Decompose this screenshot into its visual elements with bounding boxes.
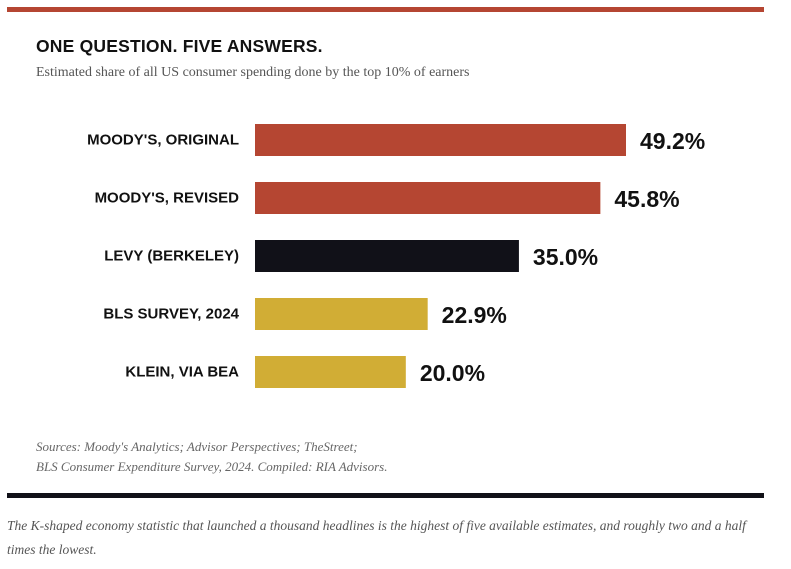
sources-line-1: Sources: Moody's Analytics; Advisor Pers… [36,439,358,454]
value-label: 45.8% [614,186,679,212]
bar [255,240,519,272]
article-caption: The K-shaped economy statistic that laun… [7,518,746,557]
bar [255,356,406,388]
chart-subtitle: Estimated share of all US consumer spend… [36,65,470,80]
chart-title: ONE QUESTION. FIVE ANSWERS. [36,36,323,56]
sources-line-2: BLS Consumer Expenditure Survey, 2024. C… [36,459,388,474]
category-label: KLEIN, VIA BEA [125,364,239,381]
sources-note: Sources: Moody's Analytics; Advisor Pers… [36,437,387,477]
top-rule [7,7,764,12]
category-label: BLS SURVEY, 2024 [103,306,239,323]
bar [255,298,428,330]
value-label: 22.9% [442,302,507,328]
category-label: LEVY (BERKELEY) [104,248,239,265]
bar [255,124,626,156]
category-label: MOODY'S, ORIGINAL [87,132,239,149]
bar-chart: MOODY'S, ORIGINAL 49.2% MOODY'S, REVISED 45… [87,124,705,388]
value-label: 49.2% [640,128,705,154]
bar [255,182,601,214]
value-label: 20.0% [420,360,485,386]
bottom-rule [7,493,764,498]
category-label: MOODY'S, REVISED [95,190,240,207]
value-label: 35.0% [533,244,598,270]
